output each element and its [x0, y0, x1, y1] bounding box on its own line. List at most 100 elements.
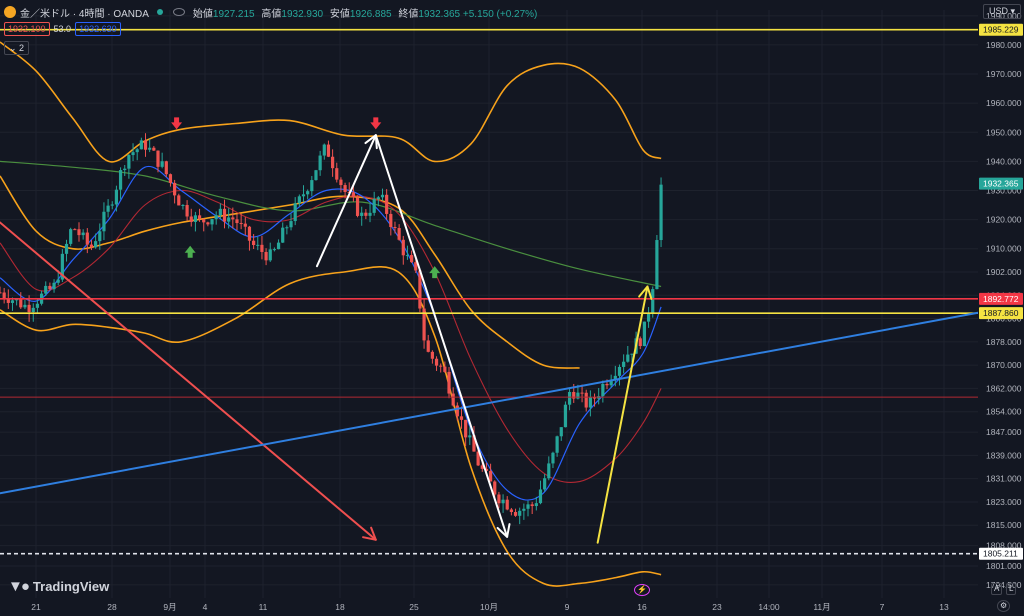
- tradingview-brand: TradingView: [32, 579, 110, 594]
- x-tick-label: 11: [259, 602, 268, 612]
- candle-body: [231, 217, 235, 220]
- ask-price-pill[interactable]: 1932.630: [75, 22, 121, 36]
- candle-body: [143, 140, 148, 150]
- candle-body: [73, 229, 77, 231]
- settings-gear-icon[interactable]: ⚙: [997, 600, 1011, 612]
- candle-body: [2, 292, 6, 299]
- y-tick-label: 1970.000: [986, 69, 1022, 79]
- drawings[interactable]: [0, 134, 979, 544]
- candle-body: [522, 508, 526, 511]
- candle-body: [81, 232, 85, 236]
- candle-body: [551, 452, 555, 464]
- candle-body: [638, 338, 642, 347]
- candle-body: [335, 168, 339, 180]
- candle-body: [260, 244, 264, 252]
- horizontal-lines[interactable]: [0, 28, 978, 555]
- auto-scale-button[interactable]: A: [991, 583, 1003, 595]
- symbol-title[interactable]: 金／米ドル · 4時間 · OANDA: [20, 8, 149, 20]
- trendline-yellow[interactable]: [596, 285, 649, 544]
- candle-body: [401, 239, 405, 256]
- candle-body: [297, 196, 301, 204]
- candle-body: [501, 499, 505, 504]
- candle-body: [584, 392, 588, 408]
- sell-arrow-icon: [171, 117, 183, 130]
- y-tick-label: 1794.500: [986, 580, 1022, 590]
- candle-body: [418, 270, 422, 309]
- candle-body: [235, 219, 239, 224]
- candle-body: [322, 144, 326, 156]
- candle-body: [389, 213, 393, 228]
- candle-body: [6, 298, 10, 303]
- trendline-red[interactable]: [0, 221, 377, 541]
- candle-body: [451, 393, 455, 406]
- bb-mid-line: [0, 175, 580, 369]
- x-tick-label: 4: [203, 602, 208, 612]
- candle-body: [659, 184, 663, 241]
- candle-body: [23, 304, 27, 308]
- candle-body: [314, 170, 318, 181]
- candle-body: [35, 303, 40, 308]
- candle-body: [380, 194, 385, 198]
- candle-body: [559, 427, 563, 437]
- candle-body: [110, 204, 114, 206]
- lightning-icon[interactable]: ⚡: [634, 584, 650, 596]
- candle-body: [405, 255, 410, 257]
- currency-selector[interactable]: USD ▾: [983, 4, 1022, 19]
- candle-body: [622, 361, 626, 367]
- candle-body: [488, 470, 493, 482]
- legend-header: 金／米ドル · 4時間 · OANDA 始値1927.215 高値1932.93…: [4, 4, 537, 20]
- bid-price-pill[interactable]: 1932.100: [4, 22, 50, 36]
- gold-coin-icon: [4, 6, 16, 18]
- y-tick-label: 1815.000: [986, 520, 1022, 530]
- candle-body: [555, 436, 559, 453]
- x-tick-label: 11月: [813, 602, 830, 612]
- eye-icon[interactable]: [172, 8, 185, 16]
- candle-body: [264, 251, 268, 261]
- indicator-toggle[interactable]: ⌄ 2: [4, 41, 30, 55]
- price-axis[interactable]: 1990.000 1980.000 1970.000 1960.000 1950.000…: [978, 0, 1024, 616]
- log-scale-button[interactable]: L: [1006, 583, 1017, 595]
- price-label: 1887.860: [983, 308, 1019, 318]
- ohlc-values: 始値1927.215 高値1932.930 安値1926.885 終値1932.…: [192, 8, 538, 20]
- candle-body: [148, 147, 152, 150]
- y-tick-label: 1862.000: [986, 383, 1022, 393]
- candle-body: [567, 391, 572, 405]
- buy-arrow-icon: [429, 266, 441, 279]
- time-axis[interactable]: 21 28 9月 4 11 18 25 10月 9 16 23 14:00 11月 7 13: [31, 602, 949, 612]
- y-tick-label: 1801.000: [986, 561, 1022, 571]
- candle-body: [164, 161, 168, 175]
- candle-body: [293, 203, 297, 222]
- candle-body: [393, 227, 397, 229]
- candle-body: [443, 366, 447, 372]
- candle-body: [160, 161, 164, 167]
- price-label-bg: [979, 177, 1023, 190]
- candle-body: [617, 366, 622, 376]
- candle-body: [285, 227, 289, 229]
- candle-body: [434, 358, 439, 366]
- candle-body: [484, 468, 489, 471]
- candle-body: [94, 241, 98, 248]
- candle-body: [592, 397, 597, 399]
- candle-body: [447, 371, 451, 394]
- candle-body: [193, 215, 198, 222]
- candle-body: [135, 149, 139, 153]
- candle-body: [189, 216, 193, 222]
- candle-body: [168, 174, 173, 183]
- trendline-white[interactable]: [374, 134, 509, 538]
- candle-body: [89, 244, 94, 248]
- candle-body: [272, 249, 277, 251]
- trendline-blue[interactable]: [0, 311, 979, 495]
- candle-body: [468, 435, 472, 438]
- candle-body: [210, 219, 214, 225]
- price-label-bg: [979, 292, 1023, 305]
- candle-body: [601, 383, 605, 397]
- trendline-white[interactable]: [315, 134, 377, 268]
- candle-body: [543, 478, 547, 490]
- price-label: 1932.365: [983, 179, 1019, 189]
- price-label-bg: [979, 23, 1023, 36]
- candle-body: [414, 262, 418, 271]
- candle-body: [630, 353, 634, 355]
- candle-body: [364, 212, 368, 216]
- candle-body: [526, 504, 530, 509]
